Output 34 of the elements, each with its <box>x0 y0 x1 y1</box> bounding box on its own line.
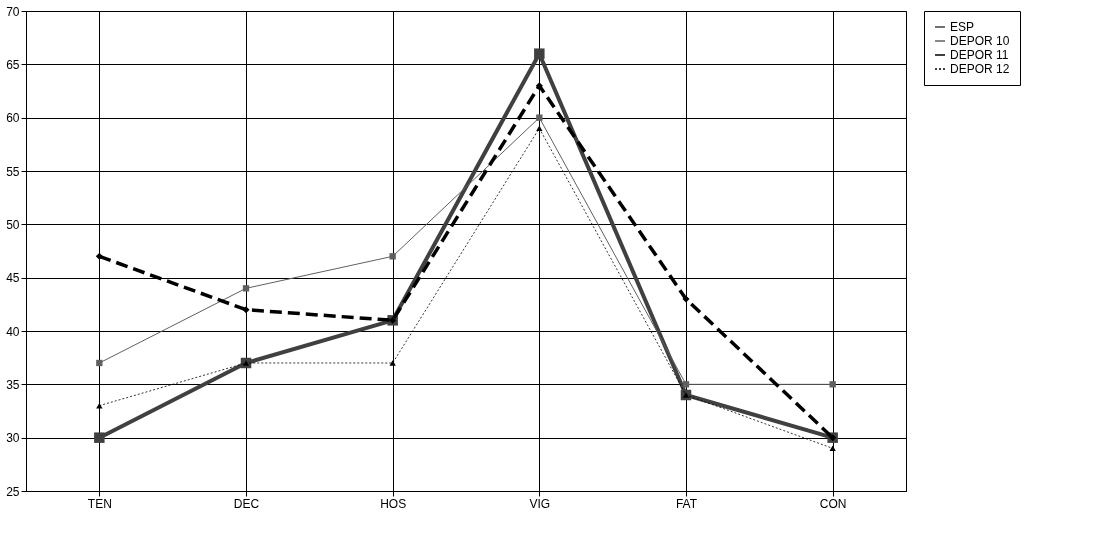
point <box>242 285 250 292</box>
point <box>242 306 250 314</box>
point <box>829 381 836 388</box>
y-tick-label: 55 <box>6 164 20 179</box>
x-tick-label: FAT <box>675 496 698 511</box>
y-tick-label: 65 <box>6 57 20 72</box>
legend-label: DEPOR 10 <box>950 34 1010 48</box>
legend-label: DEPOR 11 <box>950 48 1009 62</box>
point <box>95 252 103 260</box>
y-tick-label: 70 <box>6 4 20 19</box>
x-tick-label: CON <box>819 496 847 511</box>
y-tick-label: 60 <box>6 111 20 126</box>
y-tick-label: 30 <box>6 431 20 446</box>
x-tick-label: TEN <box>87 496 112 511</box>
point <box>829 445 836 452</box>
legend-label: DEPOR 12 <box>950 62 1010 76</box>
y-tick-label: 40 <box>6 324 20 339</box>
x-tick-label: DEC <box>233 496 260 511</box>
y-tick-label: 45 <box>6 271 20 286</box>
point <box>389 253 396 260</box>
point <box>536 114 543 121</box>
point <box>682 295 690 303</box>
point <box>96 359 103 367</box>
point <box>682 381 690 388</box>
legend-label: ESP <box>950 20 975 34</box>
point <box>94 432 105 443</box>
y-tick-label: 35 <box>6 377 20 392</box>
point <box>536 125 543 132</box>
y-tick-label: 50 <box>6 217 20 232</box>
point <box>389 360 396 366</box>
x-tick-label: HOS <box>380 496 407 511</box>
point <box>534 48 545 59</box>
y-tick-label: 25 <box>6 484 20 499</box>
x-tick-label: VIG <box>529 496 551 511</box>
